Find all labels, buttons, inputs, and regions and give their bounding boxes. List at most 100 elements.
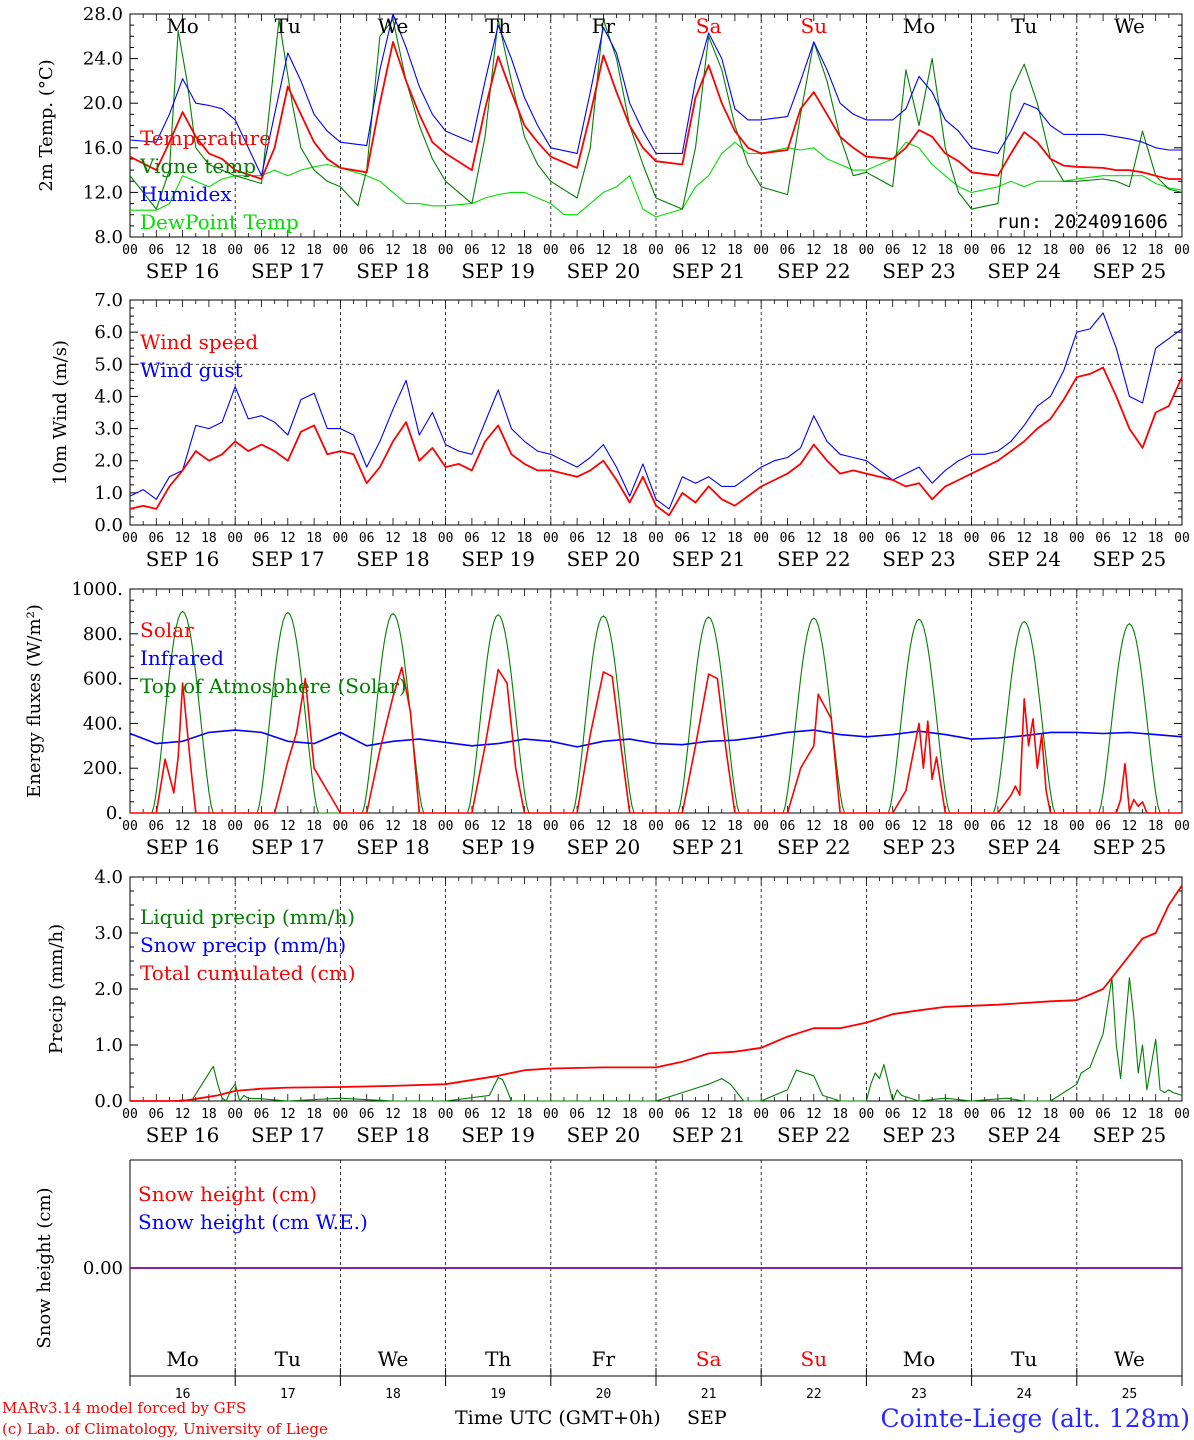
temp-hour-label: 06 — [359, 243, 375, 258]
snow-legend-0: Snow height (cm) — [138, 1182, 317, 1206]
energy-ytick-label: 600. — [83, 669, 123, 690]
energy-hour-label: 00 — [333, 819, 349, 834]
wind-series-line — [129, 312, 1183, 510]
day-name-top: Mo — [166, 14, 199, 38]
wind-hour-label: 18 — [306, 531, 322, 546]
precip-hour-label: 18 — [727, 1107, 743, 1122]
energy-hour-label: 18 — [937, 819, 953, 834]
day-name-bottom: Th — [485, 1347, 511, 1371]
energy-date-label: SEP 18 — [356, 835, 430, 859]
energy-hour-label: 00 — [859, 819, 875, 834]
temp-ytick-label: 28.0 — [83, 4, 123, 25]
footer-month: SEP — [687, 1407, 727, 1429]
day-name-top: Tu — [1011, 14, 1037, 38]
day-name-top: We — [1114, 14, 1145, 38]
energy-hour-label: 00 — [438, 819, 454, 834]
temp-date-label: SEP 18 — [356, 259, 430, 283]
precip-liquid-line — [130, 977, 1183, 1102]
energy-hour-label: 06 — [359, 819, 375, 834]
day-name-bottom: Sa — [696, 1347, 722, 1371]
wind-hour-label: 18 — [1148, 531, 1164, 546]
energy-hour-label: 06 — [569, 819, 585, 834]
temp-hour-label: 00 — [333, 243, 349, 258]
precip-hour-label: 06 — [359, 1107, 375, 1122]
wind-date-label: SEP 20 — [567, 547, 641, 571]
temp-hour-label: 18 — [622, 243, 638, 258]
precip-ytick-label: 0.0 — [94, 1091, 123, 1112]
energy-hour-label: 06 — [885, 819, 901, 834]
day-name-top: Fr — [592, 14, 616, 38]
wind-date-label: SEP 25 — [1093, 547, 1167, 571]
run-label: run: 2024091606 — [996, 211, 1168, 233]
temp-hour-label: 12 — [175, 243, 191, 258]
wind-date-label: SEP 16 — [146, 547, 220, 571]
bottom-day-number: 16 — [175, 1387, 191, 1402]
precip-hour-label: 12 — [806, 1107, 822, 1122]
temp-hour-label: 00 — [859, 243, 875, 258]
temp-hour-label: 06 — [990, 243, 1006, 258]
energy-date-label: SEP 21 — [672, 835, 746, 859]
temp-hour-label: 00 — [1069, 243, 1085, 258]
precip-hour-label: 12 — [280, 1107, 296, 1122]
temp-hour-label: 00 — [1174, 243, 1190, 258]
wind-hour-label: 06 — [990, 531, 1006, 546]
energy-legend-2: Top of Atmosphere (Solar) — [140, 674, 407, 698]
precip-hour-label: 00 — [753, 1107, 769, 1122]
precip-hour-label: 00 — [1069, 1107, 1085, 1122]
wind-legend-0: Wind speed — [140, 330, 258, 354]
precip-hour-label: 12 — [175, 1107, 191, 1122]
energy-ytick-label: 200. — [83, 758, 123, 779]
day-name-bottom: We — [378, 1347, 409, 1371]
temp-date-label: SEP 25 — [1093, 259, 1167, 283]
temp-hour-label: 18 — [1148, 243, 1164, 258]
footer-copyright: (c) Lab. of Climatology, University of L… — [2, 1420, 328, 1438]
wind-hour-label: 12 — [911, 531, 927, 546]
energy-hour-label: 12 — [280, 819, 296, 834]
energy-hour-label: 12 — [1122, 819, 1138, 834]
precip-hour-label: 12 — [385, 1107, 401, 1122]
temp-date-label: SEP 21 — [672, 259, 746, 283]
temp-hour-label: 12 — [280, 243, 296, 258]
energy-date-label: SEP 23 — [882, 835, 956, 859]
precip-hour-label: 18 — [1043, 1107, 1059, 1122]
wind-ytick-label: 0.0 — [94, 515, 123, 536]
temp-date-label: SEP 17 — [251, 259, 325, 283]
wind-hour-label: 06 — [148, 531, 164, 546]
precip-hour-label: 00 — [543, 1107, 559, 1122]
temp-hour-label: 18 — [1043, 243, 1059, 258]
wind-hour-label: 12 — [385, 531, 401, 546]
temp-hour-label: 12 — [911, 243, 927, 258]
bottom-day-number: 23 — [911, 1387, 927, 1402]
precip-hour-label: 18 — [937, 1107, 953, 1122]
energy-hour-label: 06 — [990, 819, 1006, 834]
temp-hour-label: 06 — [1095, 243, 1111, 258]
temp-hour-label: 18 — [727, 243, 743, 258]
precip-hour-label: 00 — [438, 1107, 454, 1122]
day-name-top: Su — [801, 14, 828, 38]
energy-ytick-label: 400. — [83, 713, 123, 734]
wind-hour-label: 18 — [411, 531, 427, 546]
energy-hour-label: 06 — [780, 819, 796, 834]
temp-hour-label: 00 — [227, 243, 243, 258]
temp-legend-0: Temperature — [140, 126, 271, 150]
temp-date-label: SEP 22 — [777, 259, 851, 283]
precip-legend-0: Liquid precip (mm/h) — [140, 905, 355, 929]
temp-hour-label: 00 — [964, 243, 980, 258]
wind-hour-label: 12 — [175, 531, 191, 546]
energy-hour-label: 00 — [1069, 819, 1085, 834]
energy-hour-label: 00 — [753, 819, 769, 834]
temp-hour-label: 18 — [832, 243, 848, 258]
energy-hour-label: 12 — [596, 819, 612, 834]
temp-legend-2: Humidex — [140, 182, 232, 206]
temp-ytick-label: 16.0 — [83, 138, 123, 159]
precip-ytick-label: 4.0 — [94, 867, 123, 888]
temp-date-label: SEP 19 — [461, 259, 535, 283]
day-name-bottom: Tu — [275, 1347, 301, 1371]
precip-hour-label: 18 — [832, 1107, 848, 1122]
precip-hour-label: 12 — [490, 1107, 506, 1122]
wind-ytick-label: 5.0 — [94, 354, 123, 375]
wind-hour-label: 00 — [122, 531, 138, 546]
precip-hour-label: 06 — [148, 1107, 164, 1122]
temp-hour-label: 06 — [148, 243, 164, 258]
